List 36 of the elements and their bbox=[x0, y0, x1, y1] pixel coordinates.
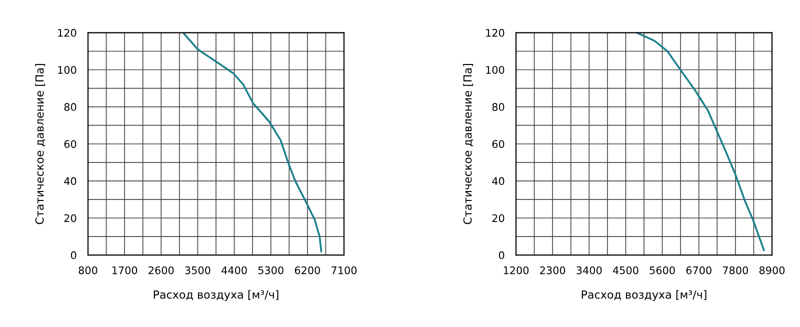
x-tick-label: 7800 bbox=[723, 266, 748, 274]
y-tick-label: 60 bbox=[492, 140, 504, 148]
y-tick-label: 120 bbox=[58, 28, 76, 37]
x-tick-label: 2600 bbox=[148, 266, 174, 274]
line-series bbox=[636, 32, 765, 251]
x-tick-label: 5600 bbox=[650, 266, 675, 274]
x-tick-label: 800 bbox=[78, 266, 98, 274]
x-tick-label: 5300 bbox=[258, 266, 284, 274]
x-tick-label: 6700 bbox=[686, 266, 712, 274]
y-tick-label: 40 bbox=[492, 177, 504, 186]
x-axis-title: Расход воздуха [м³/ч] bbox=[154, 290, 278, 301]
y-tick-label: 100 bbox=[58, 66, 76, 74]
y-tick-label: 20 bbox=[64, 214, 76, 222]
x-tick-label: 6200 bbox=[294, 266, 320, 274]
x-tick-label: 4500 bbox=[612, 266, 638, 274]
y-tick-label: 20 bbox=[492, 214, 504, 222]
y-tick-label: 120 bbox=[486, 28, 504, 37]
x-tick-label: 3500 bbox=[185, 266, 210, 274]
y-tick-label: 40 bbox=[64, 177, 76, 186]
y-tick-label: 0 bbox=[70, 251, 76, 260]
x-tick-label: 8900 bbox=[759, 266, 785, 274]
y-tick-label: 60 bbox=[64, 140, 76, 148]
x-tick-label: 1200 bbox=[504, 266, 529, 274]
y-tick-label: 0 bbox=[498, 251, 504, 260]
x-tick-label: 2300 bbox=[540, 266, 566, 274]
y-tick-label: 100 bbox=[486, 66, 504, 74]
x-tick-label: 1700 bbox=[112, 266, 138, 274]
x-tick-label: 3400 bbox=[576, 266, 602, 274]
y-axis-title: Статическое давление [Па] bbox=[35, 64, 46, 224]
y-tick-label: 80 bbox=[64, 103, 76, 111]
y-axis-title: Статическое давление [Па] bbox=[463, 64, 474, 224]
y-tick-label: 80 bbox=[492, 103, 504, 111]
x-tick-label: 7100 bbox=[332, 266, 357, 274]
line-series bbox=[182, 32, 322, 252]
x-tick-label: 4400 bbox=[222, 266, 247, 274]
x-axis-title: Расход воздуха [м³/ч] bbox=[582, 290, 706, 301]
